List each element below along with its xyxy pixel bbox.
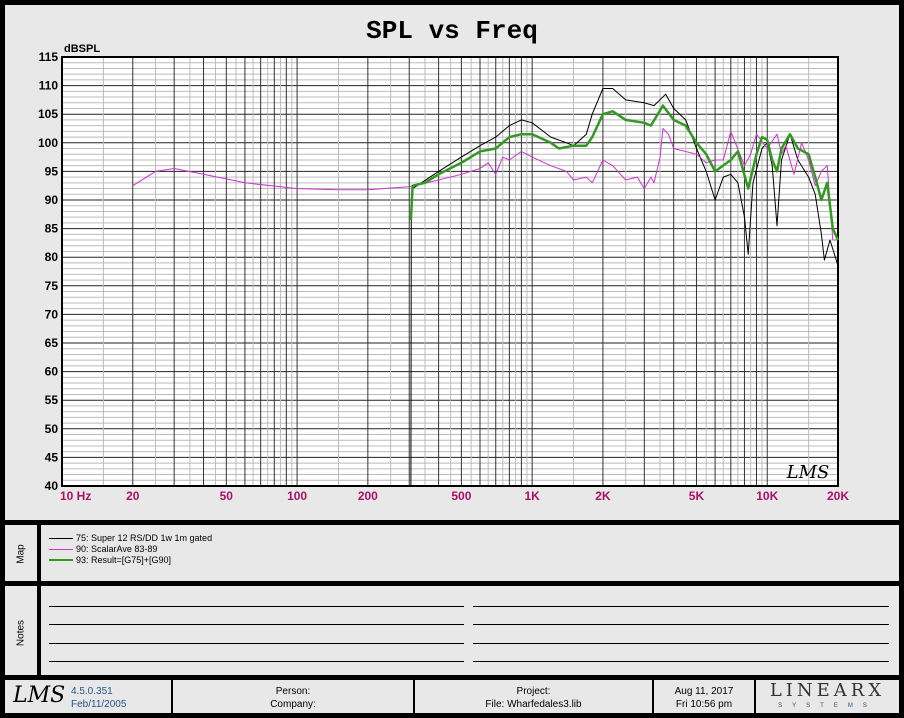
file-field: File: Wharfedales3.lib	[485, 699, 582, 710]
y-tick-label: 110	[39, 79, 59, 93]
legend-item: 75: Super 12 RS/DD 1w 1m gated	[49, 533, 212, 543]
note-line	[49, 624, 464, 625]
time: Fri 10:56 pm	[675, 699, 733, 710]
note-line	[49, 606, 464, 607]
y-tick-label: 55	[45, 393, 59, 407]
x-tick-label: 100	[287, 489, 307, 503]
y-tick-label: 85	[45, 222, 59, 236]
x-tick-label: 200	[358, 489, 378, 503]
project-field: Project:	[516, 686, 551, 697]
plot-area	[62, 57, 838, 486]
note-line	[49, 661, 464, 662]
map-label: Map	[15, 543, 27, 564]
x-tick-label: 500	[451, 489, 471, 503]
y-tick-label: 60	[45, 365, 59, 379]
x-tick-label: 20K	[827, 489, 849, 503]
y-tick-label: 105	[38, 107, 58, 121]
build-date: Feb/11/2005	[71, 699, 127, 710]
version: 4.5.0.351	[71, 686, 113, 697]
note-line	[473, 606, 889, 607]
x-tick-label: 50	[220, 489, 234, 503]
y-tick-label: 65	[45, 336, 59, 350]
map-section: Map 75: Super 12 RS/DD 1w 1m gated 90: S…	[5, 520, 899, 582]
y-axis-label: dBSPL	[64, 43, 100, 55]
company-field: Company:	[270, 699, 316, 710]
x-tick-label: 2K	[595, 489, 611, 503]
y-tick-label: 50	[45, 422, 59, 436]
series-line	[409, 104, 840, 241]
legend-item: 90: ScalarAve 83-89	[49, 544, 157, 554]
y-tick-label: 80	[45, 250, 59, 264]
y-tick-label: 95	[45, 164, 59, 178]
lms-watermark: LMS	[786, 462, 830, 483]
x-tick-label: 10 Hz	[60, 489, 91, 503]
note-line	[473, 643, 889, 644]
notes-section: Notes	[5, 581, 899, 680]
footer: LMS 4.5.0.351 Feb/11/2005 Person: Compan…	[5, 675, 899, 718]
notes-label: Notes	[15, 619, 27, 647]
x-tick-label: 10K	[756, 489, 778, 503]
y-tick-label: 100	[38, 136, 58, 150]
chart-title: SPL vs Freq	[366, 16, 538, 46]
lms-logo: LMS	[13, 683, 66, 708]
note-line	[473, 624, 889, 625]
x-tick-label: 5K	[689, 489, 705, 503]
x-tick-label: 20	[126, 489, 140, 503]
y-tick-label: 90	[45, 193, 59, 207]
date: Aug 11, 2017	[674, 686, 734, 697]
y-tick-label: 40	[45, 479, 59, 493]
legend-item: 93: Result=[G75]+[G90]	[49, 555, 171, 565]
note-line	[473, 661, 889, 662]
y-tick-label: 75	[45, 279, 59, 293]
plot-border	[61, 56, 839, 487]
x-tick-label: 1K	[524, 489, 540, 503]
linearx-logo: LINEARX SYSTEMS	[769, 680, 886, 709]
person-field: Person:	[275, 686, 311, 697]
y-tick-label: 115	[39, 50, 59, 64]
spl-chart: SPL vs Freq dBSPL 115 110 105 100 95 90 85 80 75…	[38, 16, 849, 503]
y-tick-label: 70	[45, 307, 59, 321]
y-tick-label: 45	[45, 450, 59, 464]
note-line	[49, 643, 464, 644]
